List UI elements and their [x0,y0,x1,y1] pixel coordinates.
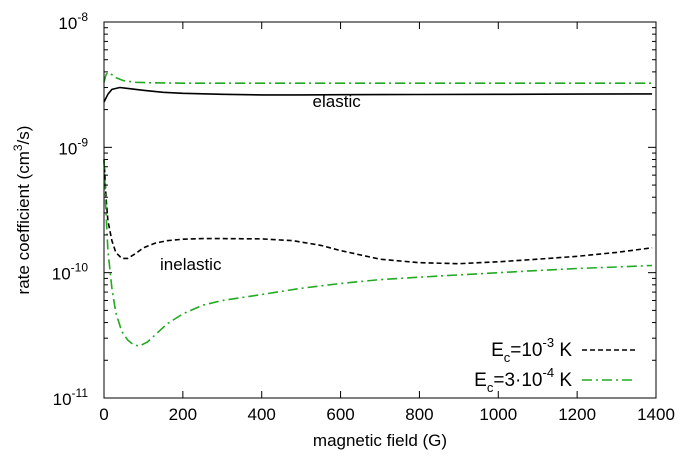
x-axis-label: magnetic field (G) [313,431,447,450]
x-tick-label: 200 [169,405,197,424]
y-tick-label: 10-9 [58,135,88,158]
x-tick-label: 0 [99,405,108,424]
x-tick-label: 1000 [479,405,517,424]
y-tick-label: 10-10 [52,261,89,284]
x-tick-label: 800 [405,405,433,424]
annotation-elastic: elastic [313,92,362,111]
plot-frame [103,21,657,399]
series-line-elastic-2 [103,71,653,84]
series-line-inelastic-3 [103,159,653,265]
series-line-inelastic-4 [103,159,653,347]
legend-label-2: Ec=3·10-4 K [474,365,572,395]
y-tick-label: 10-11 [53,386,89,409]
series-layer [103,71,653,347]
legend: Ec=10-3 KEc=3·10-4 K [474,335,636,395]
x-tick-label: 600 [326,405,354,424]
y-tick-label: 10-8 [58,10,88,33]
x-tick-label: 400 [248,405,276,424]
legend-label-1: Ec=10-3 K [491,335,572,365]
y-axis-label: rate coefficient (cm3/s) [11,126,33,295]
annotation-inelastic: inelastic [160,255,222,274]
x-tick-label: 1400 [637,405,675,424]
annotations: elastic inelastic [160,92,361,274]
ticks-layer: 0 200 400 600 800 1000 1200 1400 10-11 10-10 10-9 1… [52,10,675,424]
series-line-elastic-1 [103,86,653,103]
x-tick-label: 1200 [558,405,596,424]
